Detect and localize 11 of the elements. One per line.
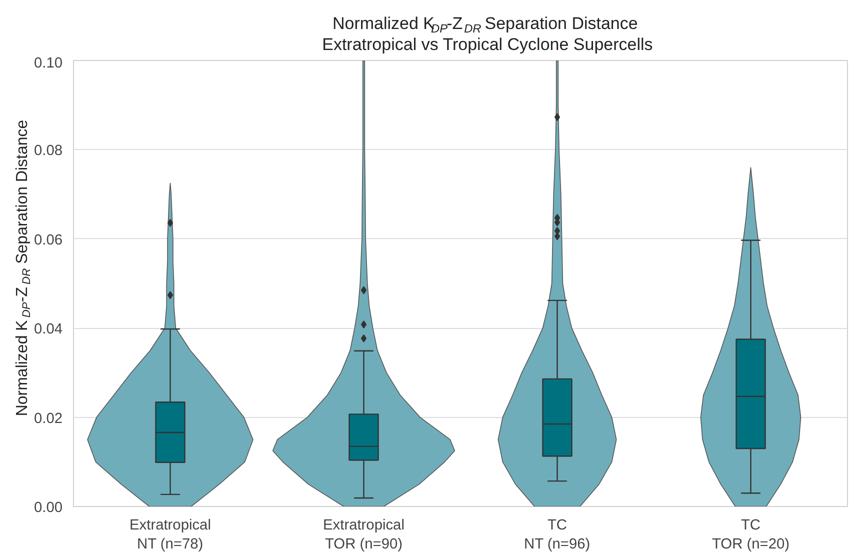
x-tick-label: TC TOR (n=20) — [712, 518, 790, 553]
y-tick-label: 0.06 — [34, 232, 63, 248]
y-axis-title: Normalized KDP-ZDR Separation Distance — [14, 120, 33, 416]
x-tick-label: Extratropical TOR (n=90) — [323, 518, 404, 553]
y-tick-label: 0.00 — [34, 500, 63, 516]
y-tick-label: 0.04 — [34, 322, 63, 338]
x-tick-label: TC NT (n=96) — [524, 518, 590, 553]
y-tick-label: 0.02 — [34, 410, 63, 427]
y-tick-label: 0.10 — [34, 56, 63, 72]
y-tick-label: 0.08 — [34, 143, 63, 160]
x-tick-label: Extratropical NT (n=78) — [130, 518, 211, 553]
